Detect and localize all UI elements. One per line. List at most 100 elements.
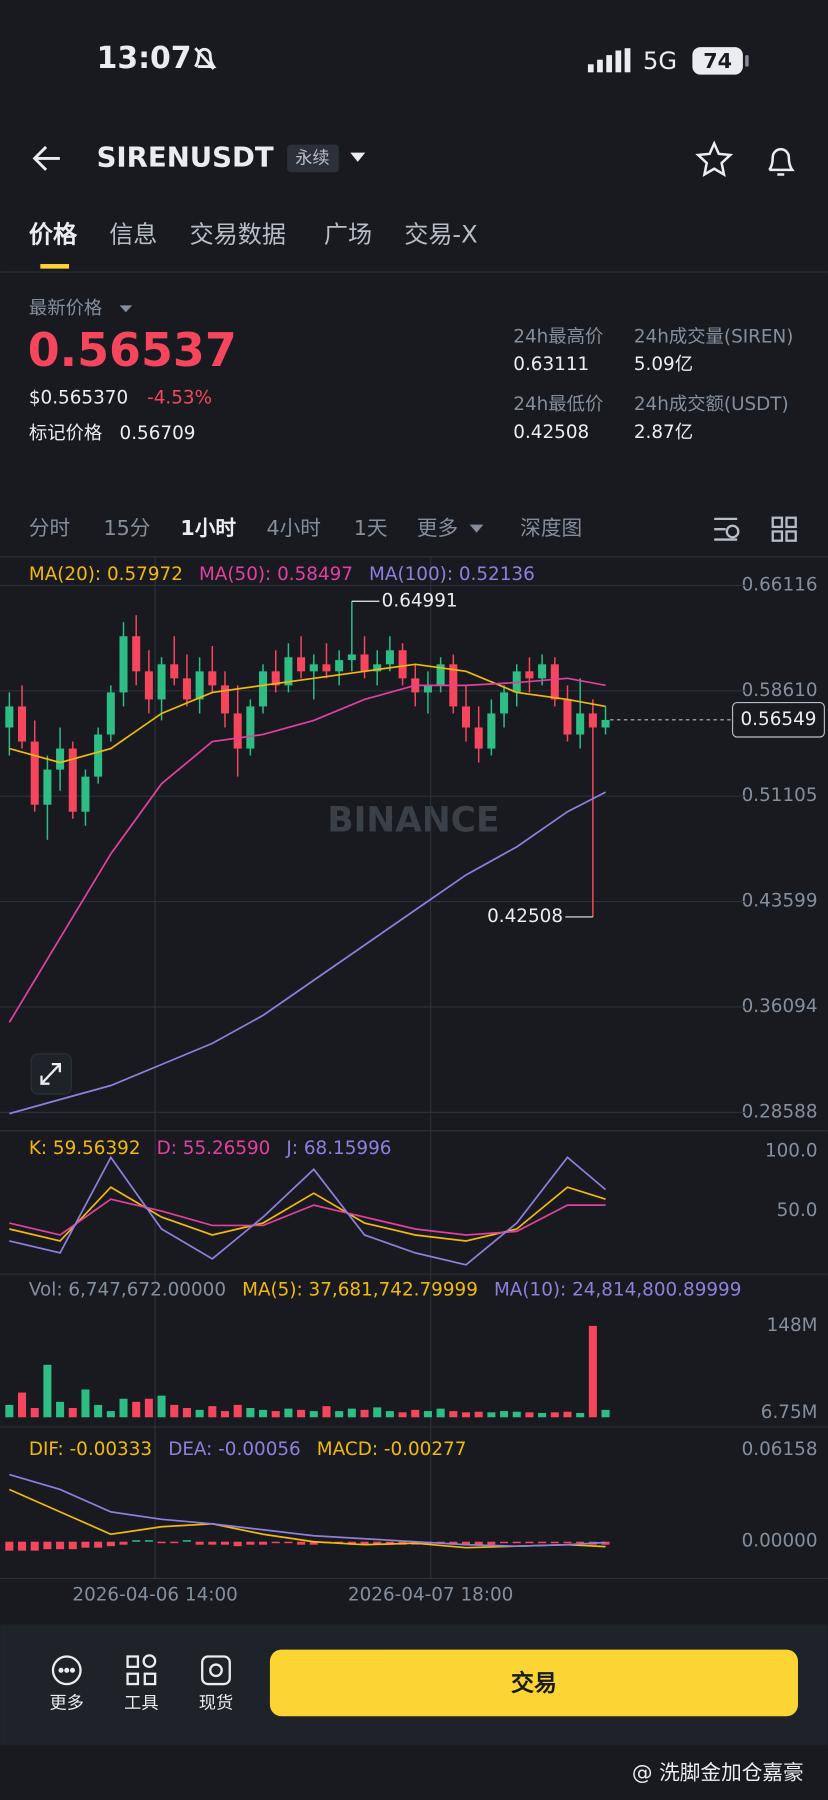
candle-body bbox=[563, 699, 572, 735]
macd-bar bbox=[271, 1541, 280, 1544]
candle-body bbox=[182, 678, 191, 700]
low-label: 0.42508 bbox=[487, 906, 563, 927]
candle-body bbox=[284, 657, 293, 686]
stat-label: 24h最低价 bbox=[513, 394, 603, 415]
tab[interactable]: 信息 bbox=[109, 220, 157, 248]
back-button[interactable] bbox=[32, 145, 60, 171]
macd-bar bbox=[119, 1541, 128, 1545]
volume-bar bbox=[5, 1404, 14, 1418]
stat-value: 0.63111 bbox=[513, 354, 589, 375]
volume-bar bbox=[461, 1412, 471, 1418]
volume-bar bbox=[576, 1412, 585, 1418]
candle-body bbox=[81, 776, 90, 812]
candle-body bbox=[30, 741, 39, 805]
volume-bar bbox=[233, 1404, 242, 1418]
volume-bar bbox=[297, 1409, 306, 1418]
macd-bar bbox=[500, 1541, 509, 1544]
macd-bar bbox=[563, 1541, 572, 1544]
macd-bar bbox=[195, 1541, 204, 1545]
y-tick-label: 0.51105 bbox=[742, 785, 818, 806]
interval[interactable]: 深度图 bbox=[520, 516, 582, 540]
interval[interactable]: 1天 bbox=[354, 516, 388, 540]
volume-bar bbox=[106, 1411, 115, 1418]
macd-bar bbox=[56, 1541, 65, 1550]
volume-bar bbox=[246, 1408, 255, 1418]
chart-settings[interactable] bbox=[714, 517, 740, 541]
macd-bar bbox=[576, 1541, 585, 1544]
more-dropdown[interactable] bbox=[469, 524, 484, 533]
y-tick-label: 148M bbox=[767, 1315, 818, 1336]
tool-label[interactable]: 工具 bbox=[124, 1694, 158, 1714]
last-price: 0.56537 bbox=[28, 323, 237, 377]
macd-bar bbox=[182, 1540, 191, 1542]
macd-bar bbox=[309, 1541, 318, 1545]
macd-bar bbox=[144, 1540, 153, 1542]
candle-body bbox=[474, 727, 483, 749]
tab[interactable]: 交易-X bbox=[404, 220, 477, 248]
current-price-box bbox=[731, 701, 825, 738]
volume-bar bbox=[525, 1412, 534, 1418]
stat-value: 0.42508 bbox=[513, 422, 589, 443]
volume-bar bbox=[538, 1412, 547, 1418]
price-dropdown[interactable] bbox=[119, 305, 133, 313]
interval[interactable]: 4小时 bbox=[266, 516, 320, 540]
high-label: 0.64991 bbox=[382, 590, 458, 611]
usd-price: $0.565370 bbox=[29, 387, 128, 408]
chart-watermark: BINANCE bbox=[327, 800, 499, 840]
tab-underline bbox=[40, 264, 70, 269]
volume-bar bbox=[81, 1389, 90, 1418]
credit: @ 洗脚金加仓嘉豪 bbox=[632, 1761, 804, 1785]
trade-button[interactable] bbox=[269, 1649, 798, 1717]
tool-label[interactable]: 更多 bbox=[50, 1694, 84, 1714]
indicator-legend: K: 59.56392 bbox=[29, 1138, 141, 1159]
layout-toggle[interactable] bbox=[771, 516, 797, 542]
volume-bar bbox=[68, 1408, 77, 1418]
stat-value: 5.09亿 bbox=[634, 354, 693, 375]
alert[interactable] bbox=[768, 148, 795, 176]
candle-body bbox=[119, 636, 128, 693]
mute-icon bbox=[194, 47, 217, 70]
mark-label: 标记价格 bbox=[29, 423, 102, 444]
current-price-label: 0.56549 bbox=[741, 709, 817, 730]
y-tick-label: 100.0 bbox=[765, 1140, 818, 1161]
favorite[interactable] bbox=[695, 140, 734, 178]
status-time: 13:07 bbox=[97, 41, 192, 76]
macd-bar bbox=[68, 1541, 77, 1550]
indicator-line bbox=[9, 791, 606, 1115]
symbol-dropdown[interactable] bbox=[350, 152, 366, 162]
indicator-line bbox=[9, 1186, 606, 1242]
macd-bar bbox=[81, 1541, 90, 1548]
stat-label: 24h成交额(USDT) bbox=[634, 394, 789, 415]
volume-bar bbox=[563, 1411, 572, 1418]
interval[interactable]: 1小时 bbox=[180, 516, 236, 540]
tab[interactable]: 广场 bbox=[324, 220, 372, 248]
volume-bar bbox=[259, 1409, 268, 1418]
indicator-legend: MA(50): 0.58497 bbox=[199, 564, 353, 585]
trade-button-label: 交易 bbox=[511, 1670, 557, 1697]
symbol[interactable]: SIRENUSDT bbox=[97, 141, 274, 173]
volume-bar bbox=[550, 1412, 559, 1418]
volume-bar bbox=[144, 1398, 153, 1418]
indicator-line bbox=[9, 1198, 606, 1236]
interval[interactable]: 更多 bbox=[417, 516, 458, 540]
candle-body bbox=[68, 748, 77, 812]
volume-bar bbox=[385, 1411, 394, 1418]
macd-bar bbox=[259, 1541, 268, 1545]
tab[interactable]: 价格 bbox=[29, 220, 78, 248]
volume-bar bbox=[436, 1408, 445, 1418]
indicator-line bbox=[8, 677, 606, 1023]
volume-bar bbox=[588, 1325, 597, 1418]
macd-bar bbox=[208, 1541, 217, 1545]
tab[interactable]: 交易数据 bbox=[190, 220, 286, 248]
interval[interactable]: 分时 bbox=[29, 516, 70, 540]
candle-body bbox=[144, 671, 153, 700]
interval[interactable]: 15分 bbox=[103, 516, 150, 540]
volume-bar bbox=[423, 1411, 432, 1418]
macd-bar bbox=[30, 1541, 39, 1551]
tool-label[interactable]: 现货 bbox=[199, 1694, 233, 1714]
candle-body bbox=[398, 650, 407, 679]
battery-tip bbox=[745, 55, 749, 67]
indicator-legend: Vol: 6,747,672.00000 bbox=[29, 1279, 226, 1300]
macd-bar bbox=[284, 1541, 293, 1544]
stat-label: 24h最高价 bbox=[513, 327, 603, 348]
